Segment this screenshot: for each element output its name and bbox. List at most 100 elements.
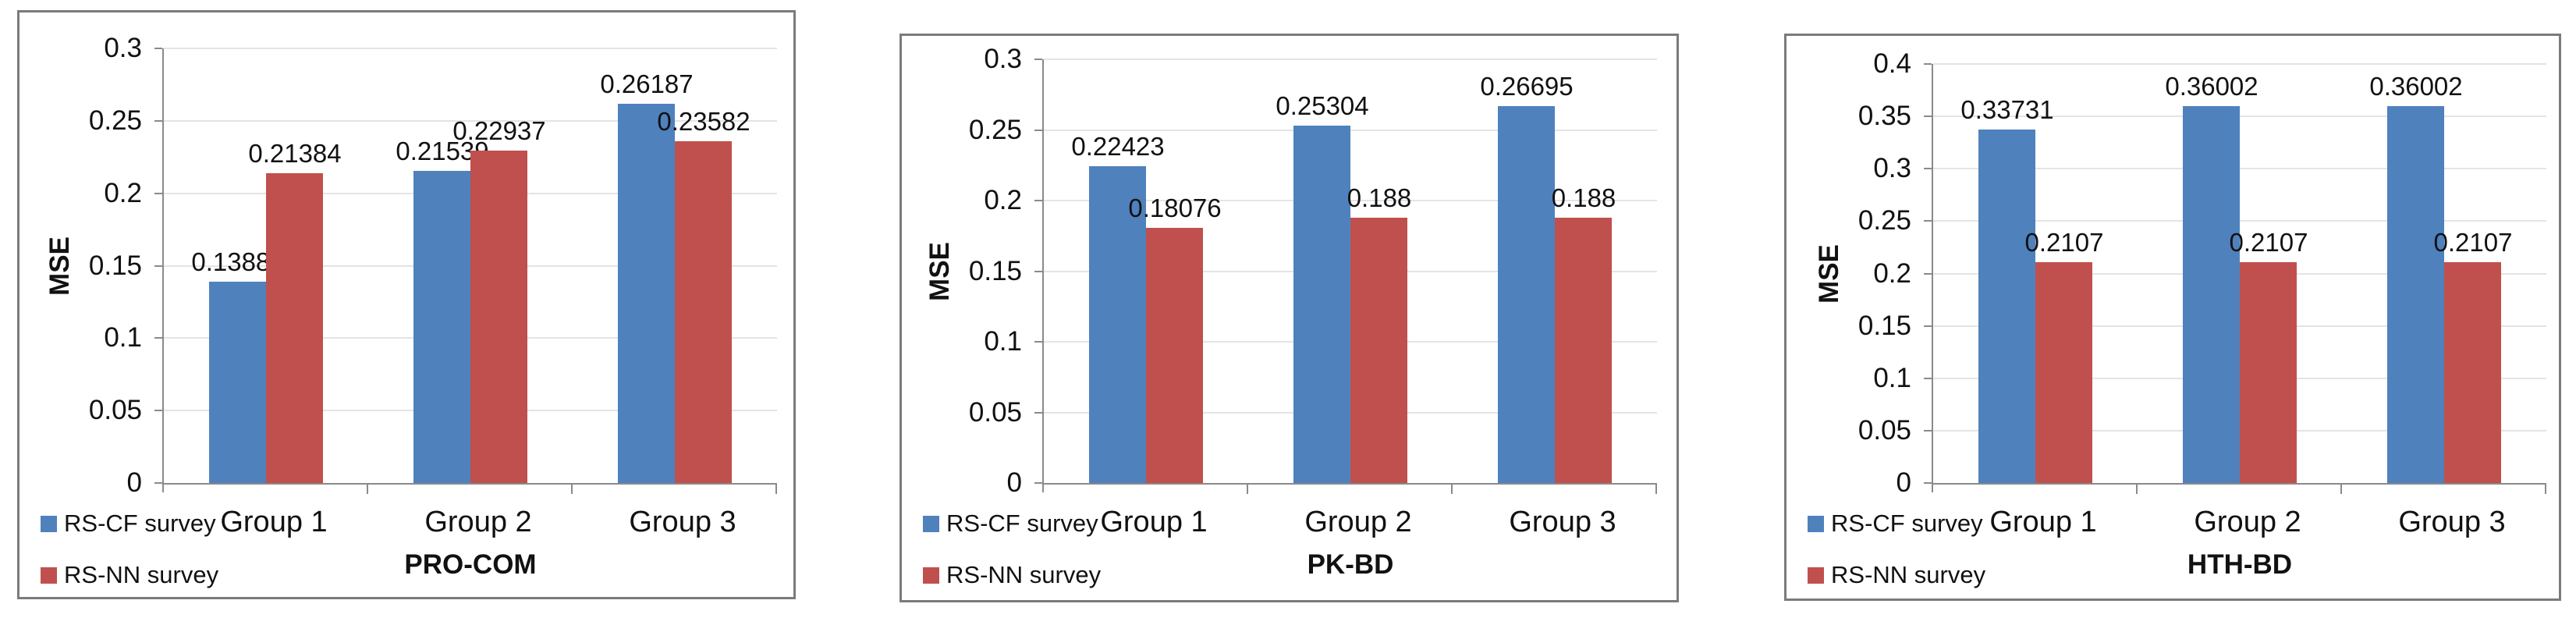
- y-tick-label: 0.25: [968, 115, 1022, 145]
- y-tick-label: 0.15: [88, 250, 142, 281]
- bar-rs-cf-survey-group-2: [413, 171, 470, 483]
- y-tick: [1924, 220, 1932, 222]
- y-tick: [1924, 325, 1932, 327]
- category-label-group-2: Group 2: [2194, 506, 2301, 538]
- bar-rs-nn-survey-group-2: [1350, 218, 1407, 483]
- gridline: [1933, 220, 2546, 222]
- legend-label-rs-cf-survey: RS-CF survey: [946, 510, 1098, 537]
- bar-rs-cf-survey-group-3: [1498, 106, 1555, 483]
- legend-swatch-rs-nn-survey: [923, 567, 939, 584]
- y-axis-title: MSE: [1814, 244, 1844, 304]
- category-label-group-1: Group 1: [1989, 506, 2097, 538]
- y-tick-label: 0.1: [984, 326, 1022, 357]
- x-tick: [1451, 483, 1453, 494]
- y-tick-label: 0.3: [984, 44, 1022, 74]
- bar-rs-cf-survey-group-3: [618, 104, 675, 483]
- gridline: [1933, 168, 2546, 169]
- x-tick: [2340, 483, 2342, 494]
- x-tick: [2136, 483, 2138, 494]
- y-axis-line: [162, 48, 164, 492]
- gridline: [1044, 130, 1657, 131]
- y-tick: [154, 193, 162, 194]
- x-axis-title: HTH-BD: [2187, 549, 2293, 580]
- x-tick: [571, 483, 573, 494]
- bar-value-label: 0.23582: [657, 107, 750, 136]
- x-tick: [775, 483, 777, 494]
- bar-value-label: 0.22937: [452, 116, 546, 145]
- y-tick-label: 0.3: [104, 33, 142, 63]
- y-tick-label: 0.1: [1873, 363, 1911, 393]
- y-tick: [1034, 130, 1042, 131]
- bar-rs-nn-survey-group-3: [2444, 262, 2501, 483]
- y-tick: [154, 410, 162, 411]
- bar-rs-nn-survey-group-2: [2240, 262, 2297, 483]
- y-tick-label: 0: [1006, 467, 1022, 498]
- x-tick: [367, 483, 368, 494]
- y-tick-label: 0.3: [1873, 153, 1911, 183]
- y-tick: [1034, 412, 1042, 414]
- bar-value-label: 0.2107: [2229, 228, 2308, 257]
- legend-swatch-rs-cf-survey: [41, 516, 57, 532]
- bar-value-label: 0.26695: [1480, 72, 1574, 101]
- bar-rs-nn-survey-group-3: [675, 141, 732, 483]
- gridline: [1933, 115, 2546, 117]
- y-tick: [1924, 273, 1932, 275]
- y-tick: [1924, 378, 1932, 379]
- bar-rs-nn-survey-group-1: [1146, 228, 1203, 483]
- legend-label-rs-nn-survey: RS-NN survey: [946, 561, 1102, 588]
- bar-rs-cf-survey-group-1: [209, 282, 266, 483]
- y-axis-line: [1042, 59, 1044, 492]
- y-tick-label: 0.2: [104, 178, 142, 208]
- bar-rs-cf-survey-group-3: [2387, 106, 2444, 483]
- bar-value-label: 0.188: [1347, 183, 1412, 212]
- legend-swatch-rs-nn-survey: [41, 567, 57, 584]
- y-tick-label: 0.25: [1857, 205, 1911, 236]
- category-label-group-3: Group 3: [1509, 506, 1616, 538]
- bar-value-label: 0.36002: [2369, 72, 2463, 101]
- legend-label-rs-cf-survey: RS-CF survey: [1831, 510, 1983, 537]
- gridline: [1933, 63, 2546, 65]
- bar-rs-cf-survey-group-2: [2183, 106, 2240, 483]
- y-tick-label: 0.15: [1857, 311, 1911, 341]
- bar-rs-cf-survey-group-1: [1978, 130, 2035, 483]
- bar-value-label: 0.2107: [2024, 228, 2104, 257]
- y-tick-label: 0: [1896, 467, 1911, 498]
- y-tick-label: 0.1: [104, 322, 142, 353]
- y-tick: [154, 48, 162, 49]
- bar-value-label: 0.22423: [1071, 132, 1165, 161]
- x-tick: [2545, 483, 2546, 494]
- legend-swatch-rs-nn-survey: [1808, 567, 1824, 584]
- y-tick: [1034, 341, 1042, 343]
- gridline: [1044, 59, 1657, 60]
- category-label-group-3: Group 3: [629, 506, 736, 538]
- category-label-group-1: Group 1: [220, 506, 328, 538]
- legend-label-rs-nn-survey: RS-NN survey: [1831, 561, 1986, 588]
- y-tick: [1924, 168, 1932, 169]
- y-tick-label: 0.15: [968, 256, 1022, 286]
- x-axis-line: [162, 483, 777, 485]
- y-tick-label: 0.2: [984, 185, 1022, 215]
- legend-swatch-rs-cf-survey: [1808, 516, 1824, 532]
- bar-value-label: 0.36002: [2165, 72, 2258, 101]
- bar-value-label: 0.21384: [248, 139, 342, 168]
- bar-rs-nn-survey-group-2: [470, 151, 527, 483]
- y-tick: [1924, 482, 1932, 484]
- y-tick: [1924, 430, 1932, 432]
- y-tick-label: 0.05: [1857, 415, 1911, 446]
- x-axis-line: [1042, 483, 1657, 485]
- y-tick: [1034, 200, 1042, 201]
- x-axis-title: PRO-COM: [404, 549, 537, 580]
- x-axis-title: PK-BD: [1307, 549, 1394, 580]
- y-axis-line: [1932, 64, 1933, 492]
- x-tick: [1655, 483, 1657, 494]
- x-axis-line: [1932, 483, 2546, 485]
- legend-label-rs-cf-survey: RS-CF survey: [64, 510, 216, 537]
- y-tick: [1924, 115, 1932, 117]
- bar-value-label: 0.26187: [600, 69, 694, 98]
- category-label-group-2: Group 2: [1304, 506, 1412, 538]
- y-tick: [154, 120, 162, 122]
- bar-value-label: 0.2107: [2433, 228, 2513, 257]
- y-tick-label: 0.05: [88, 395, 142, 425]
